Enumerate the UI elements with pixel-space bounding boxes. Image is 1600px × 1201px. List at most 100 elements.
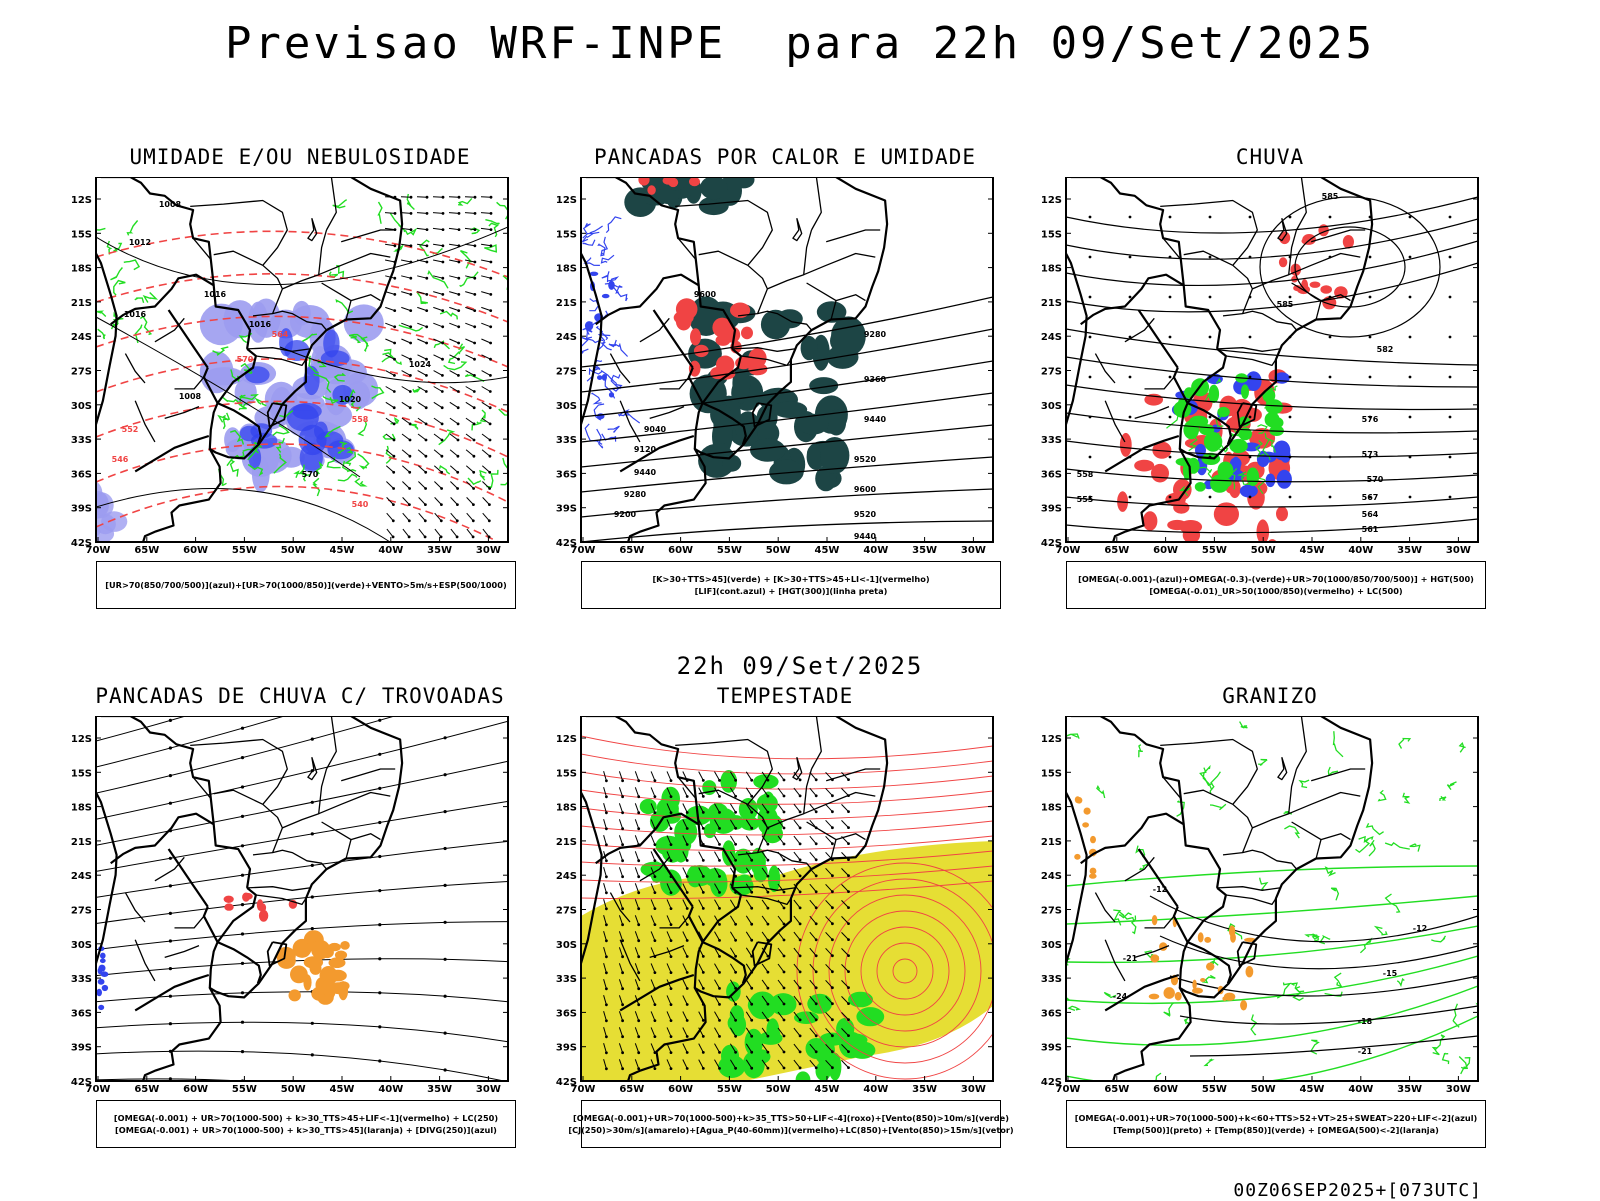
wind-vector-head — [441, 309, 444, 312]
streamline-arrow — [378, 753, 381, 756]
wind-vector-head — [750, 907, 753, 910]
lat-label: 27S — [556, 906, 577, 917]
wind-vector-head — [392, 519, 395, 522]
wind-vector-head — [799, 939, 802, 942]
instability-area — [700, 177, 728, 199]
height-label: 576 — [1362, 415, 1379, 424]
wind-vector-head — [473, 293, 476, 296]
lat-label: 39S — [71, 1043, 92, 1054]
rain-blue-area — [1240, 485, 1258, 498]
wind-vector-head — [621, 955, 624, 958]
wind-vector-head — [605, 971, 608, 974]
wind-vector-head — [425, 439, 428, 442]
legend-line: [LIF](cont.azul) + [HGT(300)](linha pret… — [695, 585, 888, 597]
wind-vector-head — [408, 503, 411, 506]
wind-vector-head — [654, 1003, 657, 1006]
humidity-high-area — [299, 425, 327, 455]
wind-vector-head — [474, 196, 477, 199]
wind-vector-head — [750, 859, 753, 862]
wind-vector-head — [734, 779, 737, 782]
wind-vector-head — [686, 827, 689, 830]
wind-vector-head — [409, 406, 412, 409]
lifted-index-contour — [597, 375, 602, 380]
wind-vector-head — [392, 471, 395, 474]
rain-green-area — [1210, 475, 1229, 493]
panel-title: PANCADAS DE CHUVA C/ TROVOADAS — [60, 684, 540, 708]
wind-vector-head — [702, 987, 705, 990]
wind-vector-head — [686, 859, 689, 862]
lon-label: 65W — [134, 1084, 159, 1095]
wind-vector-head — [783, 1067, 786, 1070]
wind-vector-head — [409, 277, 412, 280]
panel-legend: [UR>70(850/700/500)](azul)+[UR>70(1000/8… — [96, 561, 516, 609]
wind-vector-head — [654, 779, 657, 782]
streamline-marker-head — [1329, 496, 1332, 499]
wind-vector-head — [472, 519, 475, 522]
wind-vector-head — [621, 875, 624, 878]
thunderstorm-orange-area — [335, 951, 347, 960]
streamline-marker-head — [1289, 216, 1292, 219]
lon-label: 45W — [1300, 1084, 1325, 1095]
wind-vector-head — [392, 503, 395, 506]
wind-vector-head — [654, 923, 657, 926]
legend-line: [OMEGA(-0.001) + UR>70(1000-500) + k>30_… — [115, 1124, 497, 1136]
wind-vector-head — [490, 261, 493, 264]
temperature-label: -21 — [1358, 1047, 1373, 1056]
main-title: Previsao WRF-INPE para 22h 09/Set/2025 — [0, 18, 1600, 69]
wind-vector-head — [831, 1066, 834, 1069]
wind-vector-head — [408, 536, 411, 539]
streamline-arrow — [444, 736, 447, 739]
wind-vector-head — [670, 1051, 673, 1054]
wind-vector-head — [489, 325, 492, 328]
wind-vector-head — [393, 325, 396, 328]
lon-label: 55W — [1202, 545, 1227, 556]
thickness-label: 552 — [122, 425, 139, 434]
omega-orange-area — [1206, 963, 1214, 971]
streamline-arrow — [241, 815, 244, 818]
rain-red-area — [1276, 506, 1288, 521]
lon-label: 65W — [1104, 545, 1129, 556]
thunderstorm-red-area — [224, 896, 234, 903]
wind-vector-head — [799, 907, 802, 910]
thickness-label: 546 — [112, 455, 129, 464]
wind-vector-head — [424, 487, 427, 490]
streamline-marker-head — [1169, 456, 1172, 459]
rain-blue-area — [1266, 474, 1276, 488]
wind-vector-head — [799, 1067, 802, 1070]
wind-vector-head — [718, 923, 721, 926]
streamline-arrow — [444, 810, 447, 813]
streamline-marker-head — [1409, 216, 1412, 219]
humidity-high-area — [292, 403, 322, 420]
lon-label: 60W — [1153, 545, 1178, 556]
wind-vector-head — [686, 891, 689, 894]
strong-instability-area — [741, 327, 753, 340]
streamline-marker-head — [1169, 216, 1172, 219]
lon-label: 70W — [86, 545, 111, 556]
rain-green-area — [1247, 468, 1260, 487]
wind-vector-head — [424, 536, 427, 539]
wind-vector-head — [621, 811, 624, 814]
streamline-arrow — [444, 773, 447, 776]
wind-vector-head — [686, 939, 689, 942]
streamline-marker-head — [1449, 216, 1452, 219]
wind-vector-head — [815, 986, 818, 989]
wind-vector-head — [670, 923, 673, 926]
wind-vector-head — [410, 228, 413, 231]
wind-vector-head — [472, 503, 475, 506]
height-label: 9440 — [854, 532, 877, 541]
wind-vector-head — [488, 487, 491, 490]
streamline-marker-head — [1409, 256, 1412, 259]
streamline-marker-head — [1249, 456, 1252, 459]
wind-vector-head — [441, 423, 444, 426]
lat-label: 15S — [71, 229, 92, 240]
streamline-marker-head — [1249, 416, 1252, 419]
height-label: 9360 — [864, 375, 887, 384]
wind-vector-head — [718, 987, 721, 990]
wind-vector-head — [441, 293, 444, 296]
height-label: 558 — [1077, 470, 1094, 479]
streamline-arrow — [169, 939, 172, 942]
wind-vector-head — [783, 955, 786, 958]
omega-orange-area — [1090, 868, 1097, 875]
omega-orange-area — [1200, 978, 1205, 982]
